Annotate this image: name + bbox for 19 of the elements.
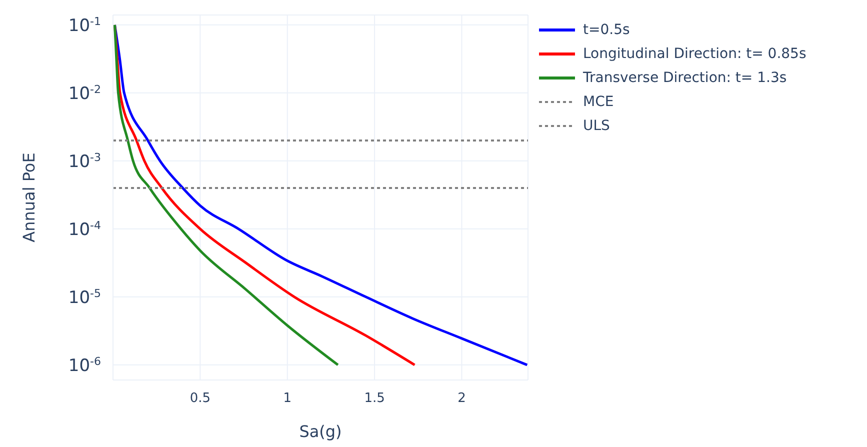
x-axis-title: Sa(g) [298, 422, 343, 441]
y-tick-label: 10$^{-6}$ [68, 354, 101, 376]
y-tick-label: 10$^{-2}$ [68, 82, 101, 104]
y-tick-label: 10$^{-5}$ [68, 286, 101, 308]
x-tick-label: 1 [283, 391, 292, 406]
y-tick-label: 10$^{-3}$ [68, 150, 101, 172]
legend-label: Transverse Direction: t= 1.3s [583, 70, 787, 86]
y-axis-title: Annual PoE [20, 152, 38, 242]
y-tick-label: 10$^{-1}$ [68, 14, 101, 36]
line-series [113, 24, 340, 366]
legend-label: ULS [583, 118, 610, 134]
legend-label: t=0.5s [583, 22, 630, 38]
x-tick-label: 0.5 [190, 391, 211, 406]
legend-label: MCE [583, 94, 614, 110]
legend-label: Longitudinal Direction: t= 0.85s [583, 46, 806, 62]
line-series [113, 24, 528, 366]
x-tick-label: 1.5 [364, 391, 385, 406]
x-tick-label: 2 [458, 391, 466, 406]
y-tick-label: 10$^{-4}$ [68, 218, 101, 240]
